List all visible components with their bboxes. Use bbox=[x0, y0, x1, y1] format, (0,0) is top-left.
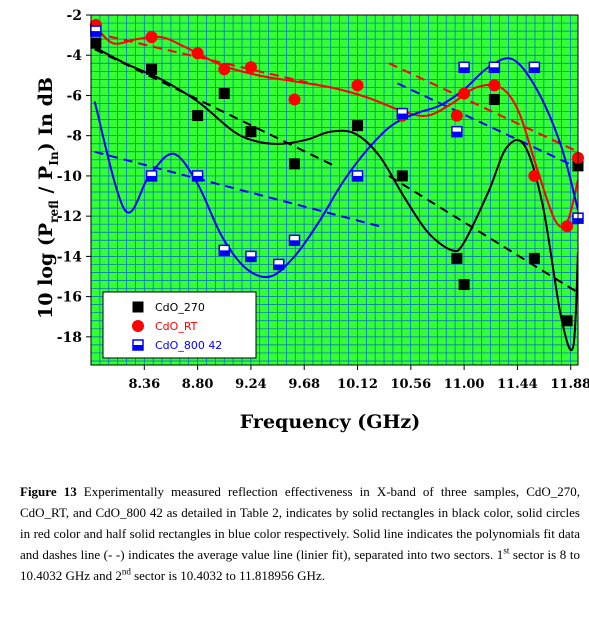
data-point-circle bbox=[288, 93, 301, 106]
data-point-half-fill bbox=[459, 67, 470, 73]
x-tick-label: 11.44 bbox=[497, 377, 538, 392]
data-point-circle bbox=[528, 169, 541, 182]
data-point-square bbox=[289, 158, 301, 170]
fit-curve bbox=[93, 24, 578, 229]
data-point-square bbox=[488, 93, 500, 105]
y-label-suffix: ) In dB bbox=[35, 77, 57, 151]
data-point-half-fill bbox=[245, 256, 256, 262]
legend-marker-circle bbox=[132, 320, 144, 332]
data-markers bbox=[89, 19, 584, 327]
caption-text-1: Experimentally measured reflection effec… bbox=[20, 484, 581, 562]
y-tick-label: -16 bbox=[57, 290, 82, 306]
y-tick-label: -10 bbox=[57, 169, 83, 185]
data-point-square bbox=[90, 37, 102, 49]
y-tick-label: -6 bbox=[66, 88, 82, 104]
legend-box bbox=[102, 291, 257, 359]
data-point-square bbox=[528, 252, 540, 264]
y-tick-label: -14 bbox=[57, 249, 83, 265]
data-point-circle bbox=[458, 87, 471, 100]
grid bbox=[90, 14, 578, 365]
caption-sup-1: st bbox=[503, 545, 510, 556]
data-point-square bbox=[396, 170, 408, 182]
fit-curves bbox=[93, 24, 578, 352]
data-point-half-fill bbox=[192, 175, 203, 181]
legend-marker-square bbox=[132, 301, 144, 313]
caption-sup-2: nd bbox=[121, 566, 131, 577]
data-point-half-fill bbox=[90, 31, 101, 37]
data-point-half-fill bbox=[219, 250, 230, 256]
legend-label: CdO_800 42 bbox=[155, 339, 222, 352]
plot-frame bbox=[90, 14, 579, 366]
data-point-circle bbox=[488, 79, 501, 92]
data-point-half-fill bbox=[451, 131, 462, 137]
data-point-square bbox=[458, 279, 470, 291]
legend-label: CdO_RT bbox=[155, 320, 198, 333]
y-tick-label: -2 bbox=[66, 8, 82, 24]
x-tick-label: 10.12 bbox=[337, 377, 378, 392]
data-point-circle bbox=[450, 109, 463, 122]
data-point-circle bbox=[561, 220, 574, 233]
legend-marker-half-fill bbox=[133, 345, 143, 350]
data-point-circle bbox=[145, 31, 158, 44]
data-point-half-fill bbox=[273, 264, 284, 270]
data-point-half-fill bbox=[397, 113, 408, 119]
y-label-sub-refl: refl bbox=[47, 200, 61, 223]
data-point-square bbox=[352, 120, 364, 132]
data-point-square bbox=[451, 252, 463, 264]
legend: CdO_270 CdO_RT CdO_800 42 bbox=[102, 291, 257, 359]
data-point-square bbox=[561, 315, 573, 327]
trend-line bbox=[94, 150, 380, 228]
data-point-circle bbox=[244, 61, 257, 74]
x-tick-label: 9.68 bbox=[288, 377, 320, 392]
data-point-half-fill bbox=[289, 240, 300, 246]
y-tick-label: -18 bbox=[57, 330, 82, 346]
x-tick-label: 11.88 bbox=[550, 377, 589, 392]
data-point-circle bbox=[218, 63, 231, 76]
reflection-chart: 8.36 8.80 9.24 9.68 10.12 10.56 11.00 11.44 11.8… bbox=[35, 8, 589, 433]
data-point-square bbox=[218, 87, 230, 99]
caption-text-2: sector is 8 to 10.4032 GHz and 2 bbox=[20, 547, 580, 583]
legend-label: CdO_270 bbox=[155, 301, 205, 314]
figure-caption: Figure 13 Experimentally measured reflec… bbox=[20, 481, 580, 586]
data-point-half-fill bbox=[529, 67, 540, 73]
y-axis-label: 10 log (Prefl / PIn) In dB bbox=[35, 77, 61, 319]
y-tick-label: -12 bbox=[57, 209, 82, 225]
trend-line bbox=[388, 175, 578, 294]
x-tick-label: 8.36 bbox=[128, 377, 160, 392]
data-point-half-fill bbox=[352, 175, 363, 181]
x-tick-label: 11.00 bbox=[444, 377, 485, 392]
data-point-square bbox=[245, 126, 257, 138]
x-tick-label: 10.56 bbox=[390, 377, 431, 392]
y-label-slash: / P bbox=[35, 166, 57, 200]
caption-text-3: sector is 10.4032 to 11.818956 GHz. bbox=[130, 568, 325, 583]
x-tick-label: 8.80 bbox=[182, 377, 214, 392]
x-axis-label: Frequency (GHz) bbox=[240, 411, 420, 433]
trend-line bbox=[397, 82, 578, 169]
figure-label: Figure 13 bbox=[20, 484, 77, 499]
data-point-square bbox=[146, 63, 158, 75]
y-label-sub-in: In bbox=[47, 151, 61, 166]
svg-text:10 log (Prefl / PIn) In dB: 10 log (Prefl / PIn) In dB bbox=[35, 77, 61, 319]
data-point-circle bbox=[191, 47, 204, 60]
axis-ticks: 8.36 8.80 9.24 9.68 10.12 10.56 11.00 11.44 11.8… bbox=[57, 8, 589, 392]
y-tick-label: -8 bbox=[66, 129, 82, 145]
data-point-square bbox=[192, 110, 204, 122]
y-tick-label: -4 bbox=[66, 48, 82, 64]
data-point-half-fill bbox=[146, 175, 157, 181]
data-point-half-fill bbox=[489, 67, 500, 73]
trend-line bbox=[388, 62, 578, 153]
fit-curve bbox=[94, 46, 578, 352]
fit-curve bbox=[93, 57, 578, 279]
x-tick-label: 9.24 bbox=[235, 377, 267, 392]
y-label-prefix: 10 log (P bbox=[35, 223, 57, 319]
data-point-circle bbox=[351, 79, 364, 92]
